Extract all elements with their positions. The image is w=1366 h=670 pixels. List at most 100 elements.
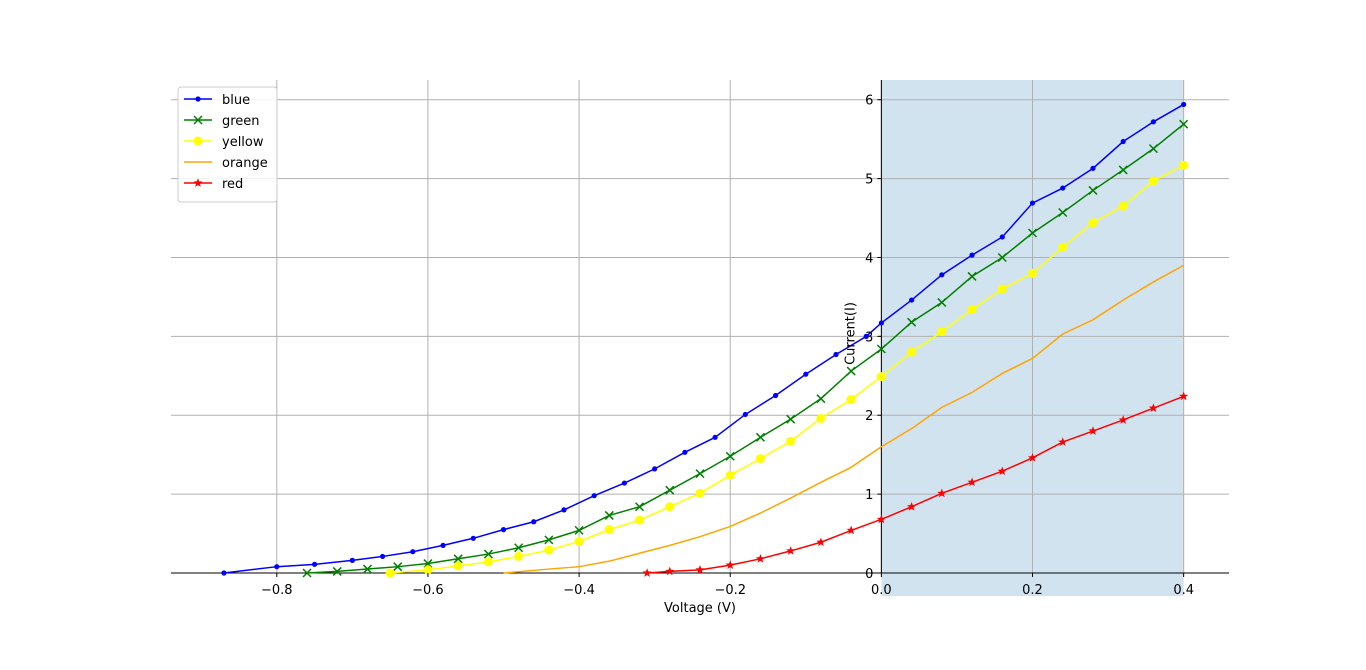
legend-label: yellow — [222, 135, 264, 150]
data-point — [514, 551, 524, 561]
data-point — [772, 392, 779, 399]
data-point — [1088, 218, 1098, 228]
data-point — [1118, 165, 1128, 175]
data-point — [1058, 207, 1068, 218]
data-point — [1027, 228, 1038, 238]
data-point — [907, 501, 917, 511]
data-point — [385, 568, 395, 578]
data-point — [1118, 415, 1128, 424]
data-point — [311, 561, 318, 567]
data-point — [410, 549, 416, 555]
data-point — [909, 297, 915, 303]
data-point — [876, 514, 886, 524]
x-tick-label: −0.6 — [412, 583, 444, 598]
legend-label: orange — [222, 156, 268, 171]
data-point — [1181, 101, 1187, 108]
legend: blue green yellow orange red — [177, 86, 278, 203]
data-point — [591, 493, 597, 499]
data-point — [349, 557, 355, 563]
data-point — [939, 272, 945, 278]
data-point — [786, 436, 796, 446]
data-point — [969, 252, 975, 258]
data-point — [423, 559, 433, 569]
data-point — [635, 502, 645, 512]
data-point — [193, 115, 203, 125]
data-point — [1120, 138, 1126, 145]
y-tick-label: 5 — [865, 173, 873, 188]
data-point — [470, 535, 476, 541]
data-point — [574, 536, 584, 546]
series-layer — [221, 101, 1189, 578]
data-point — [302, 568, 312, 578]
data-point — [937, 297, 947, 307]
data-point — [846, 525, 856, 535]
data-point — [380, 553, 386, 560]
data-point — [816, 394, 826, 404]
data-point — [1179, 391, 1189, 401]
x-tick-label: −0.8 — [261, 583, 293, 598]
data-point — [695, 488, 705, 498]
y-tick-label: 4 — [865, 251, 873, 266]
legend-box — [177, 86, 278, 203]
data-point — [997, 466, 1007, 476]
data-point — [1088, 426, 1098, 435]
data-point — [665, 566, 675, 576]
data-point — [695, 469, 705, 479]
data-point — [1028, 268, 1038, 278]
y-tick-label: 3 — [865, 330, 873, 345]
data-point — [1060, 185, 1066, 191]
data-point — [1148, 144, 1158, 154]
data-point — [695, 565, 705, 574]
y-tick-label: 1 — [865, 488, 873, 503]
data-point — [561, 507, 567, 513]
data-point — [907, 317, 917, 327]
x-tick-label: 0.4 — [1173, 583, 1194, 598]
data-point — [544, 545, 554, 555]
data-point — [937, 488, 947, 498]
data-point — [440, 542, 446, 548]
series-blue — [221, 101, 1187, 576]
y-axis-label: Current(I) — [843, 302, 858, 365]
series-yellow — [385, 160, 1189, 578]
data-point — [1179, 119, 1189, 129]
data-point — [1090, 165, 1096, 171]
y-tick-label: 2 — [865, 409, 873, 424]
data-point — [642, 568, 652, 577]
x-tick-label: 0.2 — [1022, 583, 1043, 598]
data-point — [833, 351, 839, 358]
data-point — [193, 178, 203, 187]
data-point — [997, 252, 1007, 263]
data-point — [967, 305, 977, 315]
x-axis-label: Voltage (V) — [664, 601, 736, 616]
data-point — [332, 566, 342, 576]
data-point — [725, 451, 735, 461]
legend-entry-red: red — [184, 177, 243, 192]
legend-label: blue — [222, 93, 250, 108]
data-point — [755, 454, 765, 464]
series-green — [302, 119, 1189, 578]
data-point — [863, 333, 869, 339]
data-point — [999, 234, 1005, 240]
data-point — [221, 570, 227, 576]
data-point — [816, 537, 826, 547]
series-line-green — [306, 123, 1185, 574]
data-point — [846, 366, 856, 376]
data-point — [621, 480, 628, 486]
data-point — [665, 502, 675, 512]
data-point — [1148, 176, 1158, 186]
series-line-orange — [503, 264, 1185, 574]
legend-label: green — [222, 114, 260, 129]
y-tick-label: 0 — [865, 567, 873, 582]
data-point — [816, 413, 826, 423]
data-point — [531, 519, 537, 525]
data-point — [453, 554, 463, 564]
legend-entry-blue: blue — [184, 93, 250, 108]
tick-labels: −0.8 −0.6 −0.4 −0.2 0.0 0.2 0.4 0 1 2 3 4 5 6 — [261, 94, 1194, 598]
x-tick-label: −0.2 — [714, 583, 746, 598]
data-point — [846, 394, 856, 404]
data-point — [453, 561, 463, 571]
data-point — [786, 546, 796, 555]
data-point — [574, 525, 584, 535]
data-point — [500, 527, 507, 533]
